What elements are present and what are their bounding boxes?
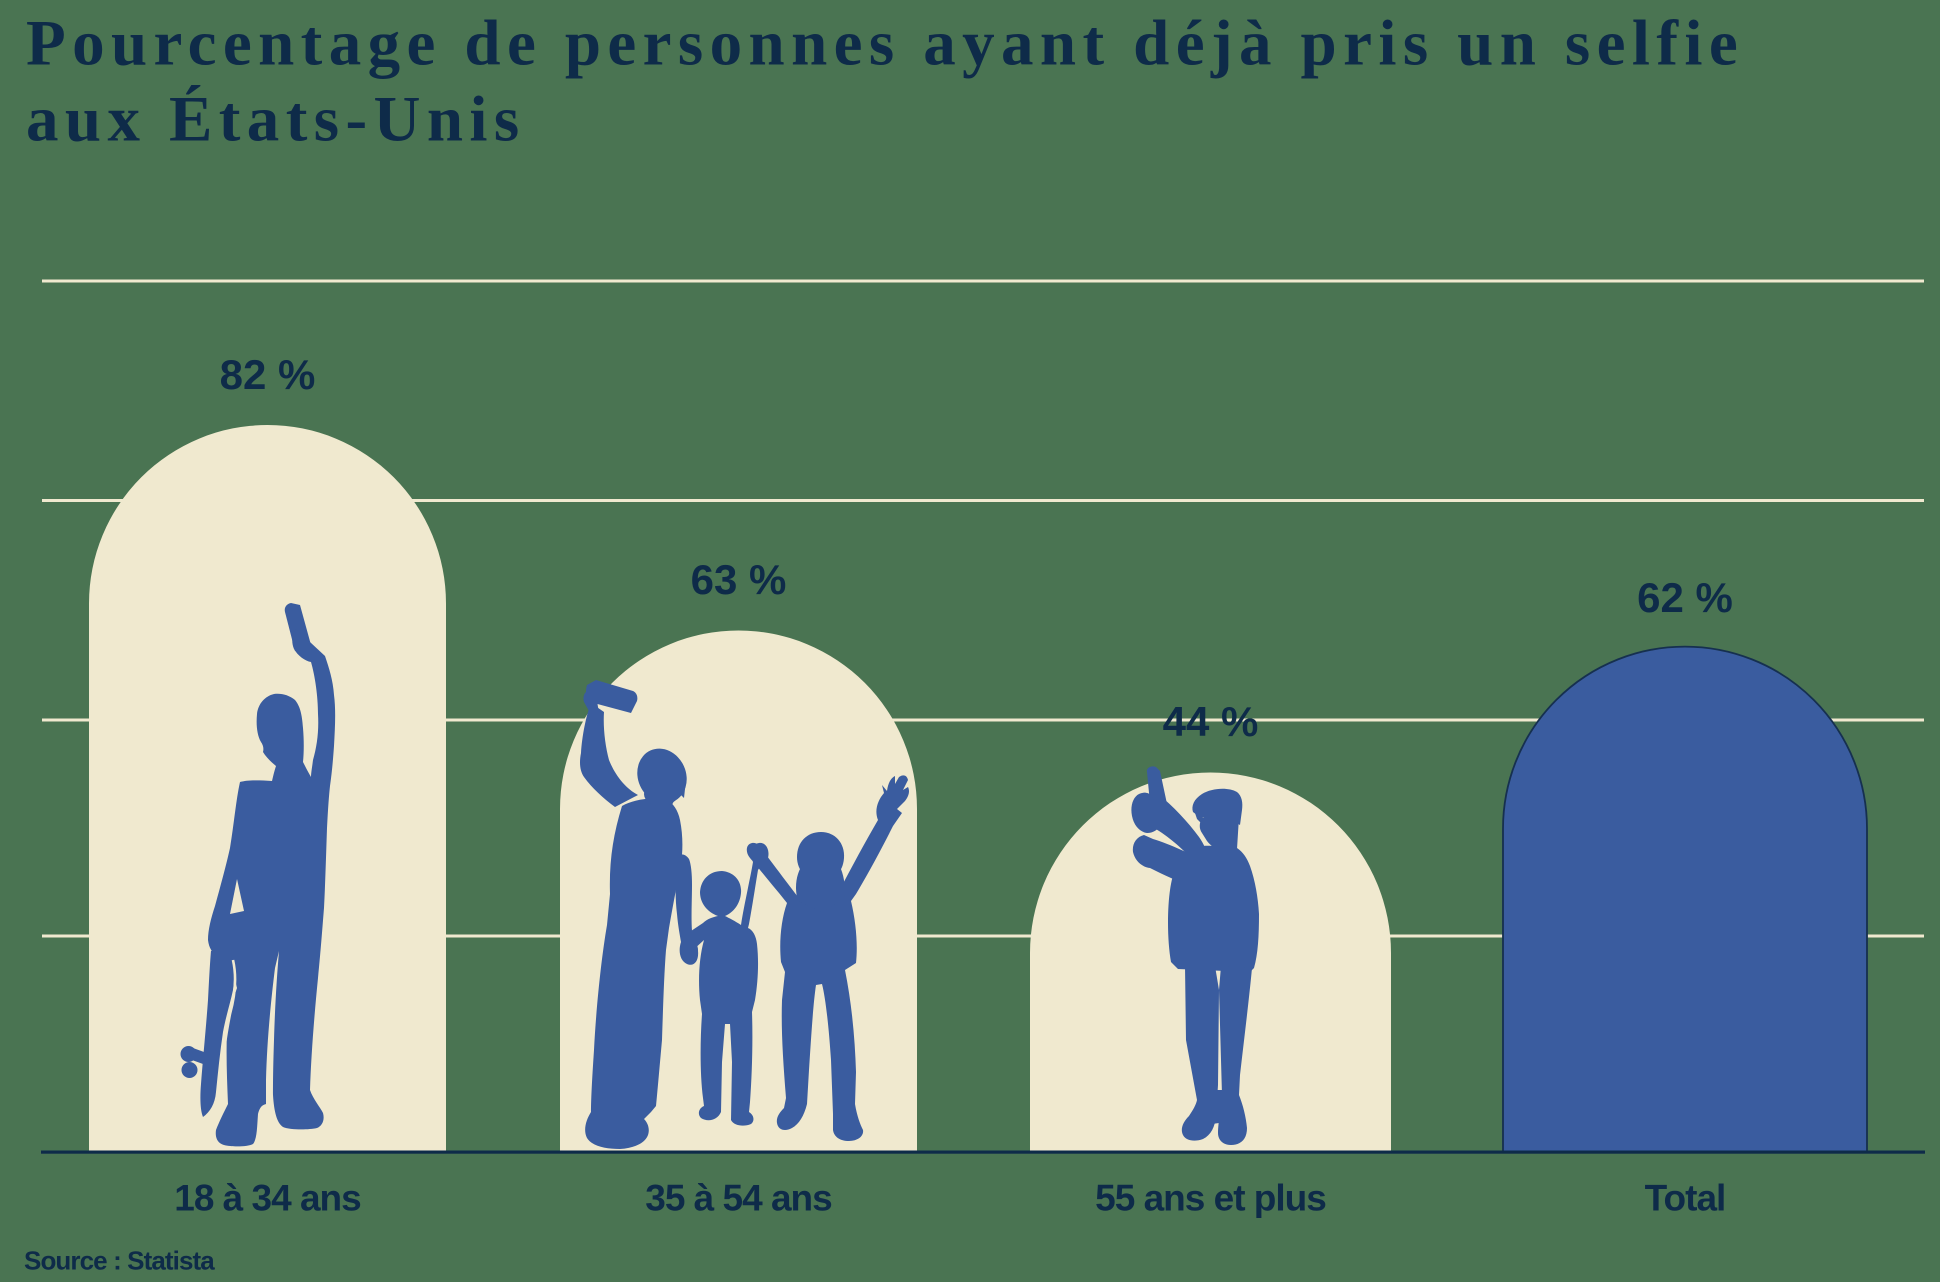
svg-text:62 %: 62 %: [1637, 574, 1733, 621]
svg-text:35 à 54 ans: 35 à 54 ans: [645, 1178, 832, 1219]
svg-text:44 %: 44 %: [1163, 698, 1259, 745]
svg-text:Total: Total: [1645, 1178, 1726, 1219]
svg-text:Source : Statista: Source : Statista: [24, 1245, 215, 1275]
svg-text:82 %: 82 %: [220, 351, 316, 398]
svg-text:18 à 34 ans: 18 à 34 ans: [174, 1178, 361, 1219]
svg-text:aux États-Unis: aux États-Unis: [26, 84, 526, 156]
svg-text:55 ans et plus: 55 ans et plus: [1095, 1178, 1326, 1219]
svg-text:63 %: 63 %: [691, 556, 787, 603]
svg-text:Pourcentage de personnes ayant: Pourcentage de personnes ayant déjà pris…: [26, 8, 1744, 80]
